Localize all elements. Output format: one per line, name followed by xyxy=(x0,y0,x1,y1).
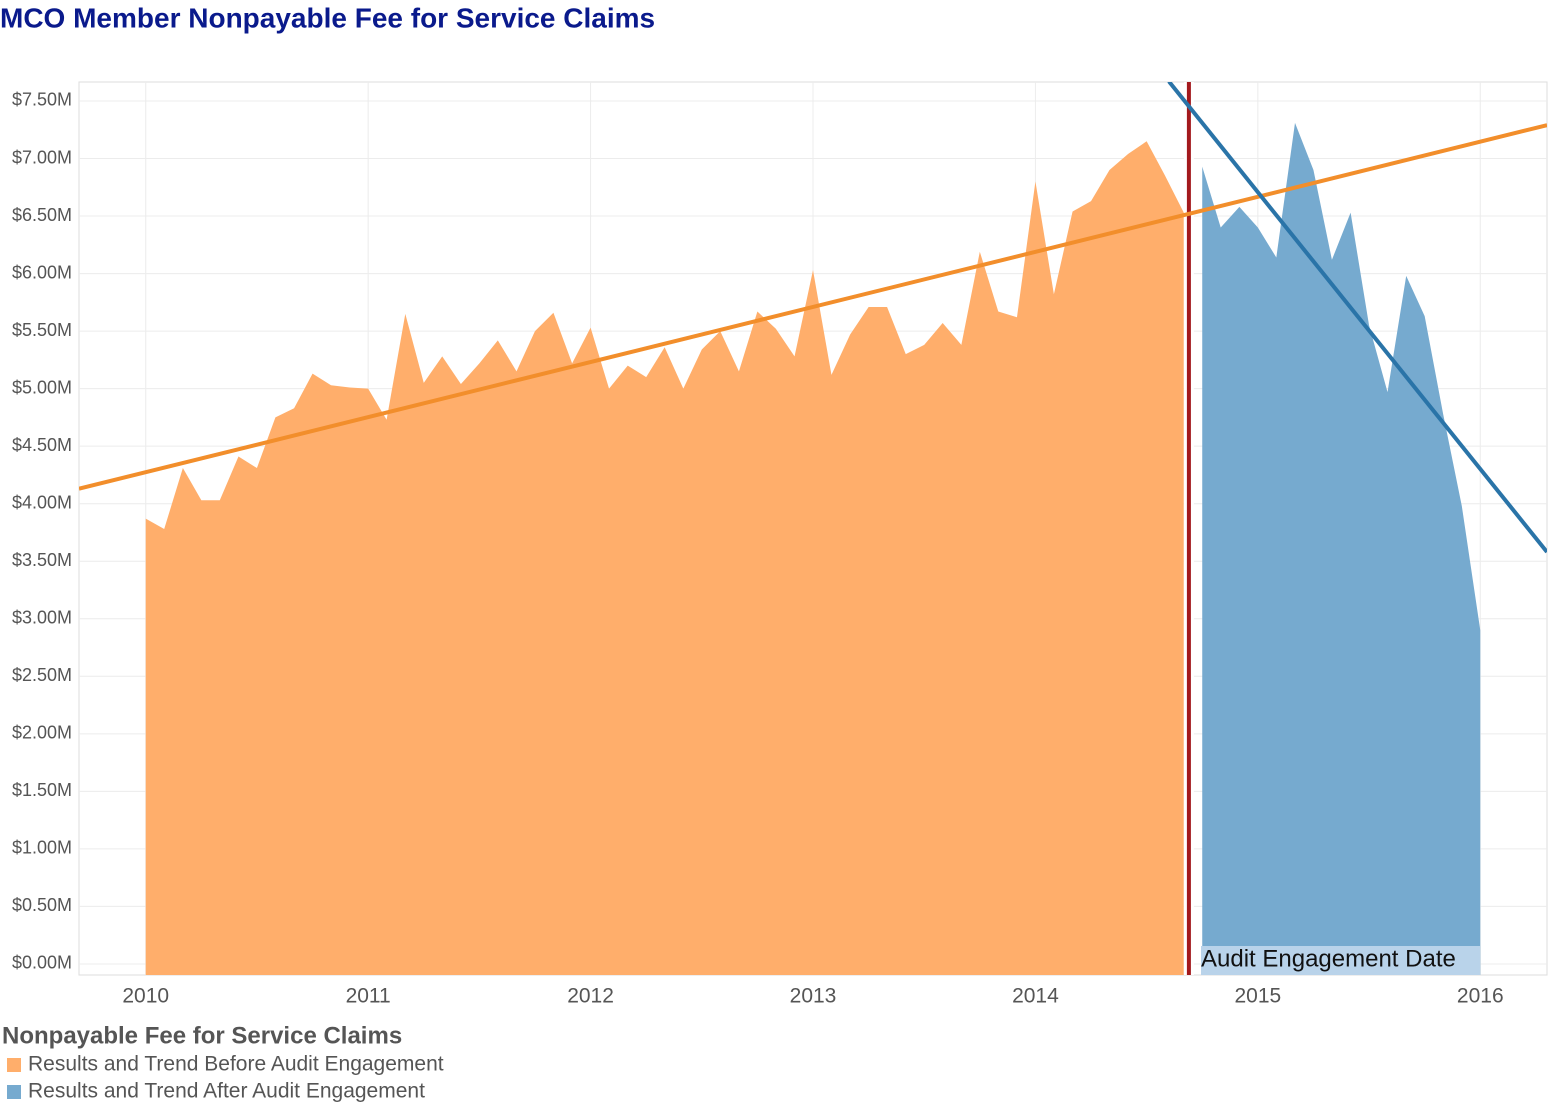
y-tick-label: $6.50M xyxy=(12,205,72,225)
y-tick-label: $1.50M xyxy=(12,780,72,800)
y-tick-label: $7.50M xyxy=(12,90,72,110)
y-tick-label: $1.00M xyxy=(12,838,72,858)
y-tick-label: $6.00M xyxy=(12,262,72,282)
legend-label: Results and Trend After Audit Engagement xyxy=(28,1080,425,1103)
x-tick-label: 2010 xyxy=(122,985,169,1008)
x-tick-label: 2013 xyxy=(790,985,837,1008)
y-tick-label: $2.50M xyxy=(12,665,72,685)
x-tick-label: 2015 xyxy=(1234,985,1281,1008)
y-tick-label: $0.00M xyxy=(12,953,72,973)
legend-swatch xyxy=(7,1058,21,1072)
legend-label: Results and Trend Before Audit Engagemen… xyxy=(28,1053,444,1076)
area xyxy=(1202,122,1481,975)
y-tick-label: $3.00M xyxy=(12,608,72,628)
trend-line xyxy=(79,123,1547,491)
chart-title: MCO Member Nonpayable Fee for Service Cl… xyxy=(0,2,655,33)
x-tick-label: 2014 xyxy=(1012,985,1059,1008)
legend-title: Nonpayable Fee for Service Claims xyxy=(2,1022,402,1049)
y-tick-label: $5.00M xyxy=(12,377,72,397)
area xyxy=(145,141,1184,975)
annotation-text: Audit Engagement Date xyxy=(1201,945,1456,972)
y-tick-label: $4.50M xyxy=(12,435,72,455)
legend-swatch xyxy=(7,1085,21,1099)
y-tick-label: $7.00M xyxy=(12,147,72,167)
trend-line xyxy=(1167,82,1547,554)
y-tick-label: $2.00M xyxy=(12,723,72,743)
y-tick-label: $4.00M xyxy=(12,492,72,512)
x-tick-label: 2016 xyxy=(1457,985,1504,1008)
annotation-box xyxy=(1201,946,1480,975)
x-tick-label: 2011 xyxy=(346,985,391,1008)
y-tick-label: $0.50M xyxy=(12,895,72,915)
x-tick-label: 2012 xyxy=(567,985,614,1008)
y-tick-label: $3.50M xyxy=(12,550,72,570)
y-tick-label: $5.50M xyxy=(12,320,72,340)
